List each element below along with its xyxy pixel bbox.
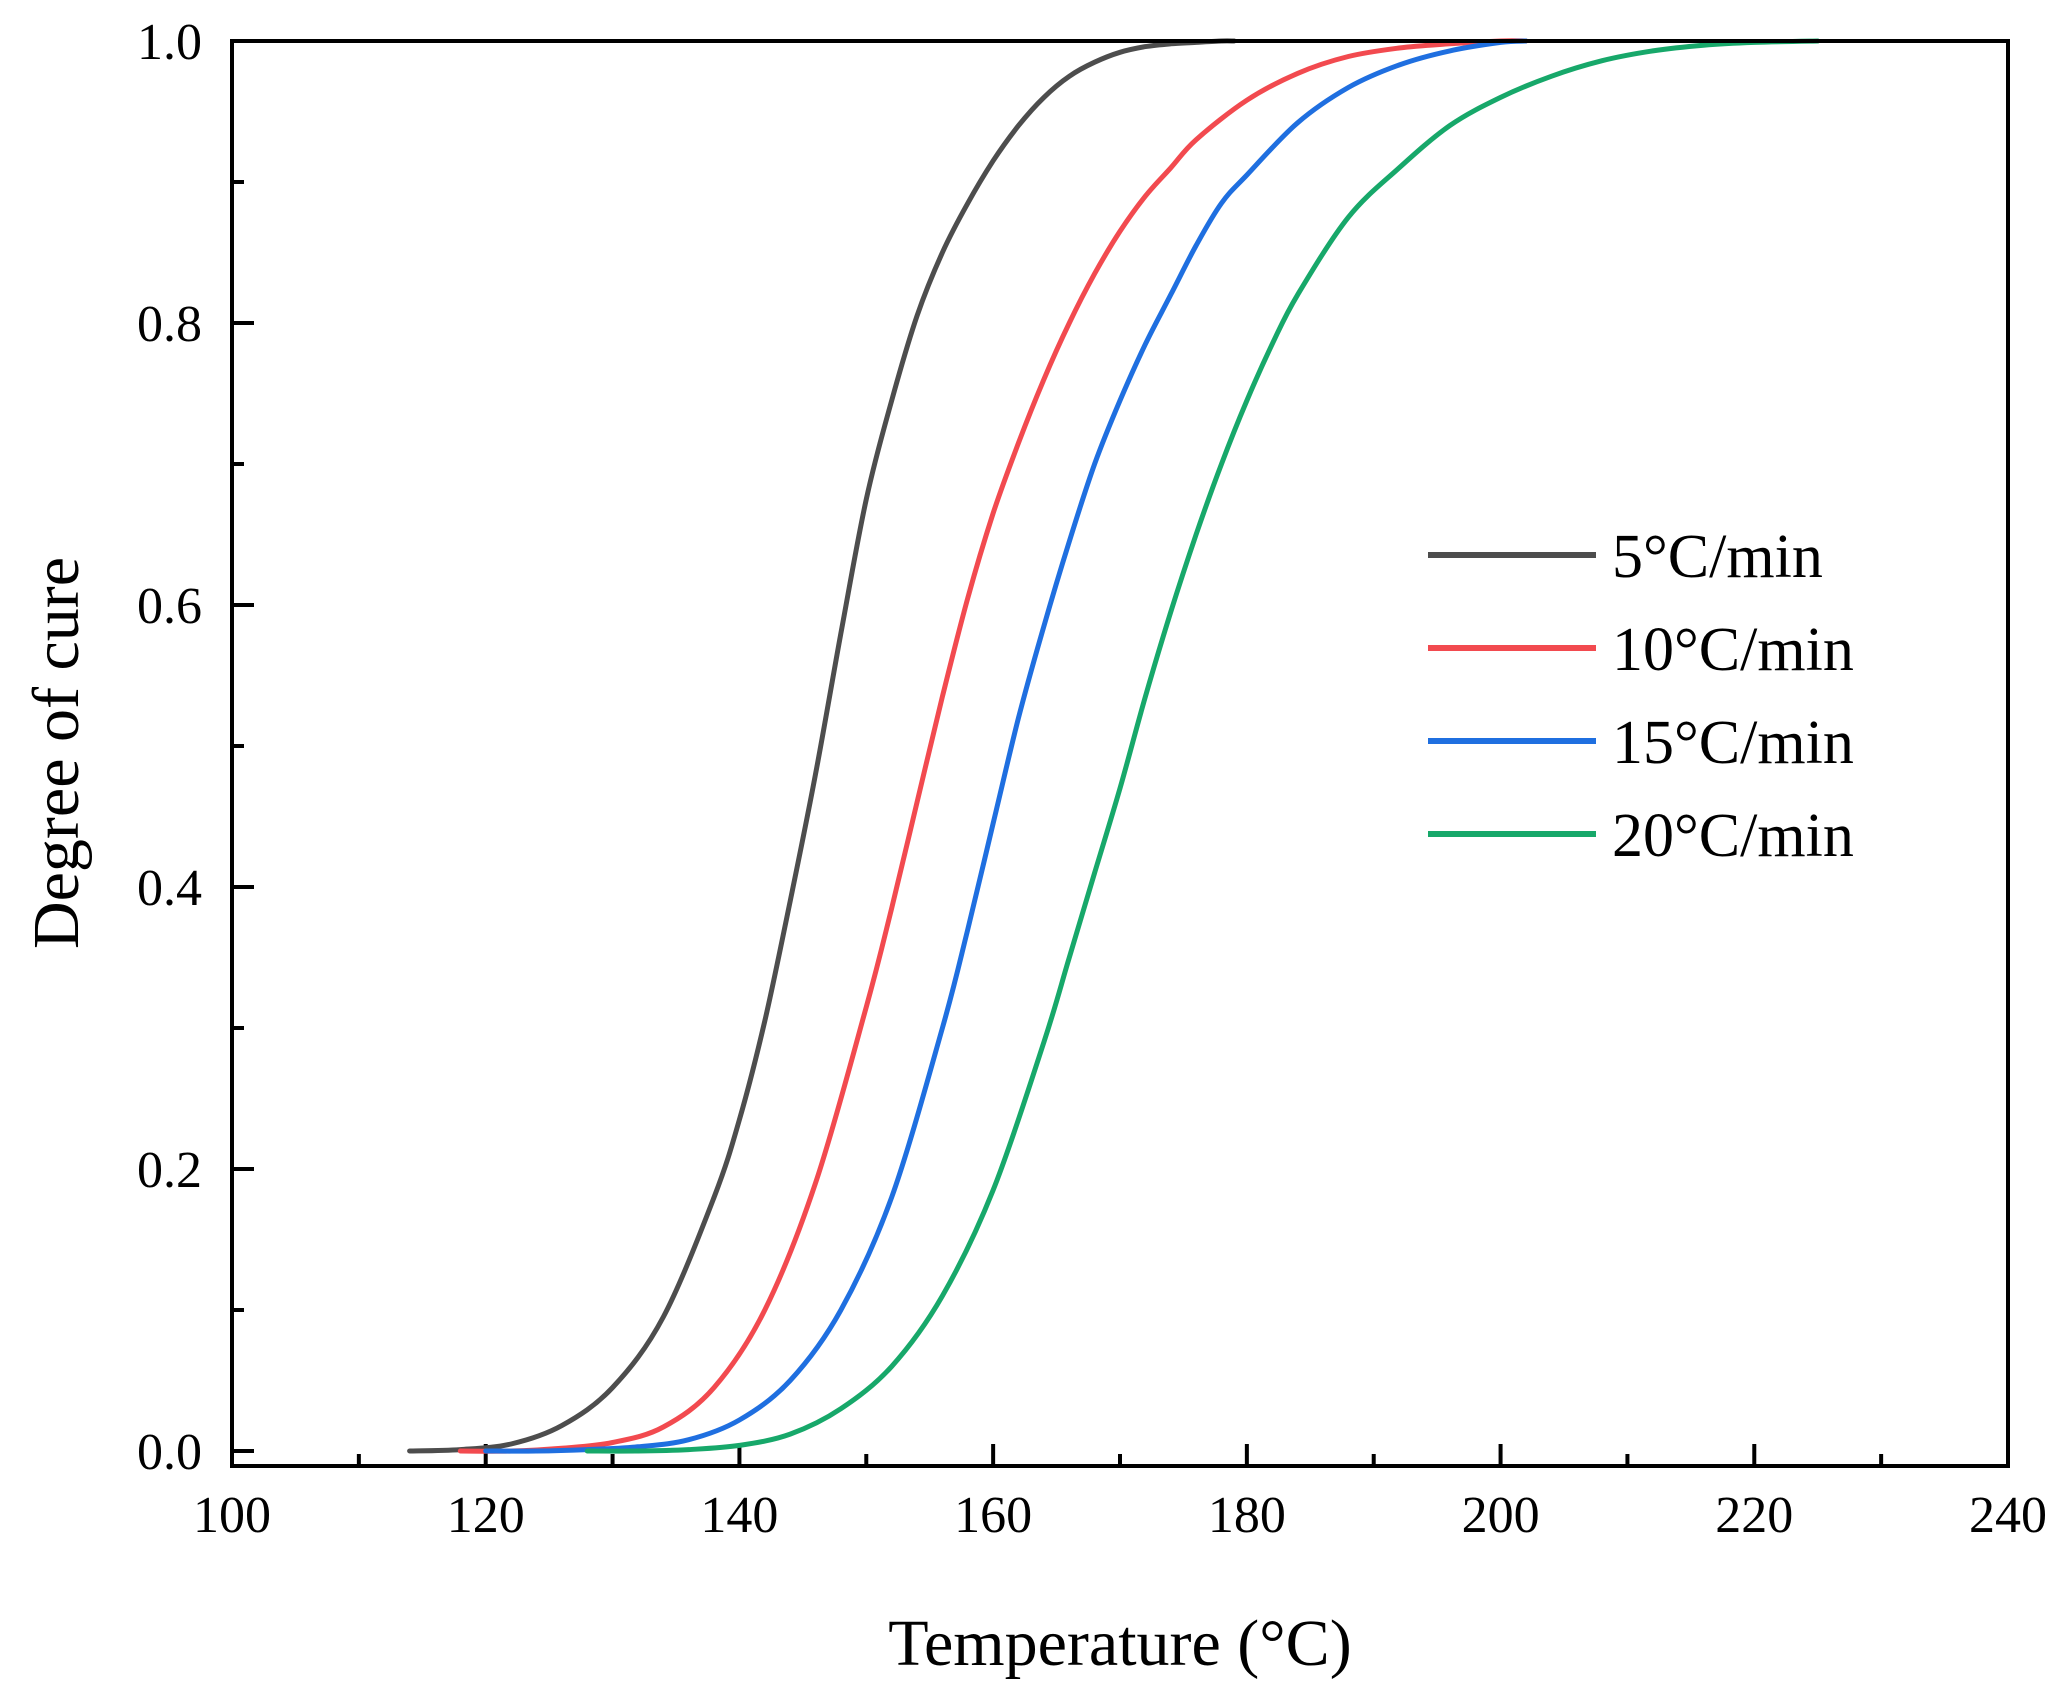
x-tick-label: 120 xyxy=(447,1487,525,1544)
x-tick-label: 100 xyxy=(193,1487,271,1544)
series-line-1 xyxy=(407,38,1237,1454)
y-tick-label: 1.0 xyxy=(137,14,202,71)
series-line-4 xyxy=(584,38,1821,1454)
x-tick-label: 160 xyxy=(954,1487,1032,1544)
y-tick-label: 0.2 xyxy=(137,1142,202,1199)
x-tick-label: 220 xyxy=(1715,1487,1793,1544)
ticks-layer: 100 120 140 160 180 200 220 240 0.0 0.2 0.4 0.6 0.8 1… xyxy=(137,14,2047,1544)
x-tick-label: 140 xyxy=(700,1487,778,1544)
series-layer xyxy=(407,38,1821,1454)
series-line-3 xyxy=(483,38,1529,1454)
legend: 5°C/min 10°C/min 15°C/min 20°C/min xyxy=(1428,523,1854,870)
legend-label-3: 15°C/min xyxy=(1612,709,1854,777)
x-tick-label: 180 xyxy=(1208,1487,1286,1544)
legend-label-2: 10°C/min xyxy=(1612,616,1854,684)
x-tick-label: 200 xyxy=(1462,1487,1540,1544)
x-tick-label: 240 xyxy=(1969,1487,2047,1544)
plot-frame xyxy=(230,39,2010,1468)
series-line-2 xyxy=(457,38,1529,1454)
y-axis-title: Degree of cure xyxy=(20,557,93,949)
x-axis-title: Temperature (°C) xyxy=(888,1607,1351,1680)
y-tick-label: 0.6 xyxy=(137,578,202,635)
y-tick-label: 0.8 xyxy=(137,296,202,353)
y-tick-label: 0.0 xyxy=(137,1424,202,1481)
legend-label-4: 20°C/min xyxy=(1612,802,1854,870)
legend-label-1: 5°C/min xyxy=(1612,523,1823,591)
y-tick-label: 0.4 xyxy=(137,860,202,917)
